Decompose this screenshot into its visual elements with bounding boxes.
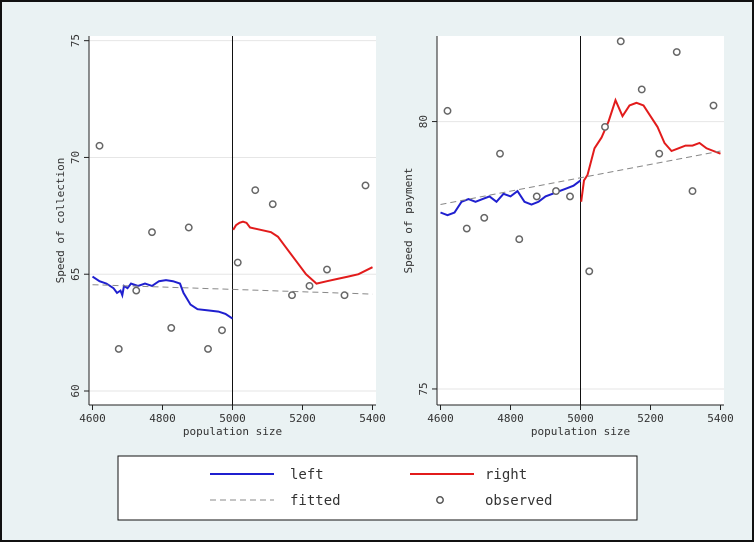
- observed-point: [709, 101, 718, 110]
- x-axis-title: population size: [183, 425, 282, 438]
- x-tick-label: 5200: [289, 412, 316, 425]
- legend-label-fitted: fitted: [290, 493, 341, 509]
- observed-point: [288, 291, 296, 300]
- observed-point: [218, 326, 226, 335]
- x-tick-label: 5400: [707, 412, 734, 425]
- legend-item-observed: observed: [436, 493, 552, 509]
- chart-panel-2: 4600 4800 5000 5200 5400 75 80 population size S…: [402, 36, 734, 438]
- observed-point: [515, 235, 524, 244]
- series-line-right: [232, 220, 373, 285]
- observed-point: [204, 344, 212, 353]
- legend-marker-observed: [436, 496, 444, 504]
- observed-point: [616, 37, 625, 46]
- y-tick-label: 80: [417, 115, 430, 128]
- observed-point: [552, 187, 560, 196]
- observed-point: [132, 286, 141, 295]
- observed-point: [305, 281, 314, 290]
- observed-point: [340, 291, 349, 300]
- x-tick-label: 4600: [79, 412, 106, 425]
- observed-point: [361, 181, 370, 190]
- series-line-right: [580, 97, 721, 202]
- observed-point: [148, 228, 156, 237]
- y-tick-label: 60: [69, 384, 82, 397]
- observed-point: [601, 122, 609, 131]
- x-tick-label: 4600: [427, 412, 454, 425]
- observed-point: [95, 141, 104, 150]
- x-tick-label: 5400: [359, 412, 386, 425]
- observed-point: [655, 149, 664, 158]
- observed-point: [672, 48, 681, 56]
- legend-item-fitted: fitted: [210, 493, 341, 509]
- x-tick-label: 5000: [567, 412, 594, 425]
- x-tick-label: 5000: [219, 412, 246, 425]
- observed-point: [443, 106, 452, 115]
- series-line-left: [91, 275, 234, 320]
- series-line-fitted: [440, 150, 721, 205]
- x-tick-label: 5200: [637, 412, 664, 425]
- x-tick-label: 4800: [497, 412, 524, 425]
- observed-point: [532, 192, 541, 201]
- legend: left right fitted observed: [117, 455, 638, 521]
- observed-point: [688, 187, 697, 196]
- y-axis-title: Speed of payment: [402, 168, 415, 274]
- legend-label-right: right: [485, 467, 527, 483]
- legend-label-left: left: [290, 467, 324, 483]
- x-axis-title: population size: [531, 425, 630, 438]
- x-tick-label: 4800: [149, 412, 176, 425]
- y-tick-label: 75: [69, 34, 82, 47]
- observed-point: [566, 192, 574, 201]
- y-tick-label: 65: [69, 268, 82, 281]
- observed-point: [323, 265, 331, 274]
- observed-point: [637, 85, 646, 94]
- observed-point: [462, 224, 471, 233]
- observed-point: [233, 258, 242, 267]
- observed-point: [167, 323, 176, 332]
- observed-point: [480, 213, 489, 222]
- legend-item-right: right: [410, 467, 527, 483]
- y-tick-label: 70: [69, 151, 82, 164]
- y-tick-label: 75: [417, 382, 430, 395]
- observed-point: [496, 149, 504, 158]
- observed-point: [114, 344, 123, 353]
- observed-point: [251, 186, 260, 195]
- y-axis-title: Speed of collection: [54, 158, 67, 284]
- legend-item-left: left: [210, 467, 324, 483]
- series-line-fitted: [92, 284, 373, 295]
- observed-point: [184, 223, 193, 232]
- chart-panel-1: 4600 4800 5000 5200 5400 60 65 70 75 population s…: [54, 34, 386, 438]
- legend-label-observed: observed: [485, 493, 552, 509]
- observed-point: [268, 200, 277, 209]
- legend-box: [117, 455, 638, 521]
- observed-point: [585, 267, 594, 276]
